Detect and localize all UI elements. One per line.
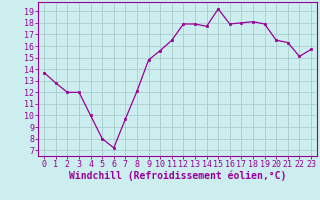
- X-axis label: Windchill (Refroidissement éolien,°C): Windchill (Refroidissement éolien,°C): [69, 171, 286, 181]
